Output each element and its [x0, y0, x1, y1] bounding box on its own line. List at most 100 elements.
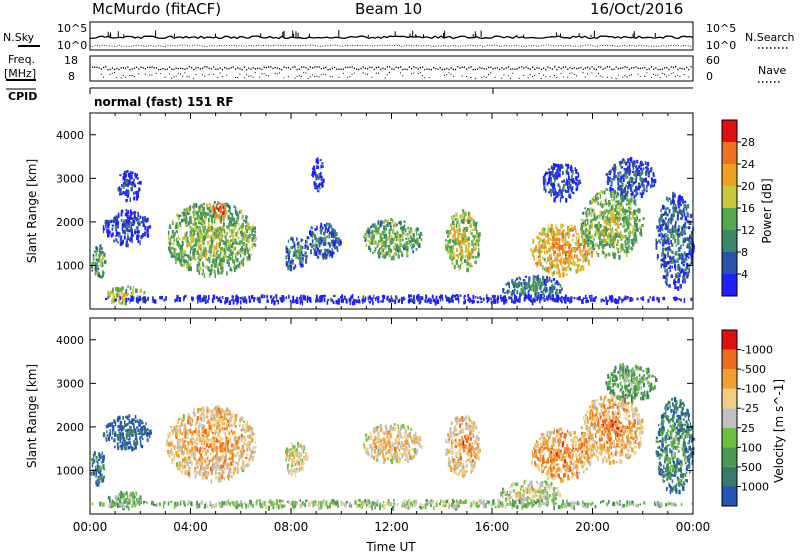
power-cell	[212, 294, 216, 300]
power-cell	[634, 223, 637, 228]
power-cell	[582, 255, 585, 259]
power-cell	[577, 239, 580, 244]
power-cell	[429, 299, 433, 302]
power-cell	[318, 172, 320, 178]
power-cell	[547, 257, 550, 262]
power-cell	[93, 267, 95, 271]
power-cell	[468, 256, 471, 260]
power-cell	[610, 184, 613, 187]
power-cell	[559, 245, 562, 250]
power-cell	[250, 253, 252, 256]
power-cell	[626, 237, 629, 241]
power-cell	[467, 215, 470, 220]
power-cell	[124, 179, 127, 183]
power-cell	[119, 242, 123, 246]
power-cell	[129, 295, 132, 298]
power-cell	[137, 177, 139, 180]
power-cell	[681, 230, 684, 233]
nave-point	[444, 74, 445, 76]
power-cell	[629, 206, 631, 211]
power-cell	[546, 276, 548, 280]
power-cell	[239, 261, 241, 264]
nave-point	[213, 73, 214, 75]
power-cell	[91, 263, 93, 269]
freq-point	[151, 66, 153, 68]
power-cell	[172, 233, 175, 236]
power-cell	[625, 219, 629, 225]
nave-point	[175, 75, 177, 77]
power-cell	[240, 253, 242, 258]
freq-point	[510, 68, 512, 70]
power-cell	[220, 228, 223, 234]
freq-point	[140, 66, 142, 68]
power-cell	[175, 298, 178, 302]
power-cell	[127, 237, 130, 241]
nave-point	[670, 73, 672, 75]
power-cell	[132, 290, 135, 295]
power-cell	[668, 242, 670, 245]
power-cell	[692, 245, 695, 250]
power-cell	[527, 291, 530, 296]
power-cell	[462, 229, 465, 234]
power-cell	[555, 258, 558, 262]
power-cell	[633, 236, 635, 240]
power-cell	[451, 227, 453, 231]
nave-point	[329, 76, 331, 77]
power-cell	[194, 217, 197, 221]
power-cell	[173, 247, 176, 250]
nave-point	[494, 76, 496, 78]
nave-point	[307, 78, 309, 79]
power-cell	[91, 269, 93, 272]
power-cell	[323, 231, 326, 236]
power-cell	[211, 231, 214, 236]
power-cell	[250, 230, 253, 233]
power-cell	[454, 218, 457, 221]
power-cell	[547, 240, 549, 245]
power-cell	[365, 296, 367, 300]
power-cell	[401, 234, 404, 238]
power-cell	[558, 189, 560, 194]
power-cell	[214, 228, 216, 232]
power-cell	[494, 298, 497, 302]
power-cell	[680, 298, 682, 302]
power-cell	[512, 290, 515, 295]
freq-point	[617, 68, 619, 70]
power-cell	[112, 295, 115, 299]
nave-point	[545, 76, 547, 78]
power-cell	[413, 239, 416, 243]
power-cell	[674, 224, 676, 228]
power-cell	[672, 209, 675, 213]
power-cell	[410, 298, 412, 301]
power-cell	[281, 297, 284, 301]
power-cell	[125, 179, 128, 185]
nave-point	[532, 75, 533, 77]
power-cell	[672, 194, 674, 199]
power-cell	[669, 228, 672, 234]
power-cell	[571, 174, 573, 178]
power-cell	[615, 299, 618, 304]
power-cell	[629, 217, 632, 221]
power-cell	[467, 262, 470, 266]
power-cell	[565, 182, 567, 187]
power-cell	[608, 219, 611, 222]
power-cell	[545, 261, 548, 264]
power-cell	[243, 296, 246, 301]
power-ytick-label: 4000	[56, 129, 84, 142]
power-cell	[464, 213, 466, 217]
power-cell	[196, 250, 199, 255]
power-cell	[189, 250, 192, 255]
power-cell	[593, 208, 595, 214]
power-cell	[219, 208, 222, 214]
power-cell	[134, 191, 138, 195]
power-cell	[321, 237, 324, 242]
power-cell	[447, 240, 449, 243]
power-cell	[672, 191, 674, 195]
power-cell	[313, 233, 316, 238]
power-cell	[625, 221, 627, 226]
power-cell	[456, 248, 458, 252]
power-cell	[222, 225, 225, 230]
power-cell	[581, 233, 584, 239]
power-cell	[477, 241, 479, 244]
power-cell	[393, 245, 396, 249]
power-cell	[414, 239, 417, 244]
